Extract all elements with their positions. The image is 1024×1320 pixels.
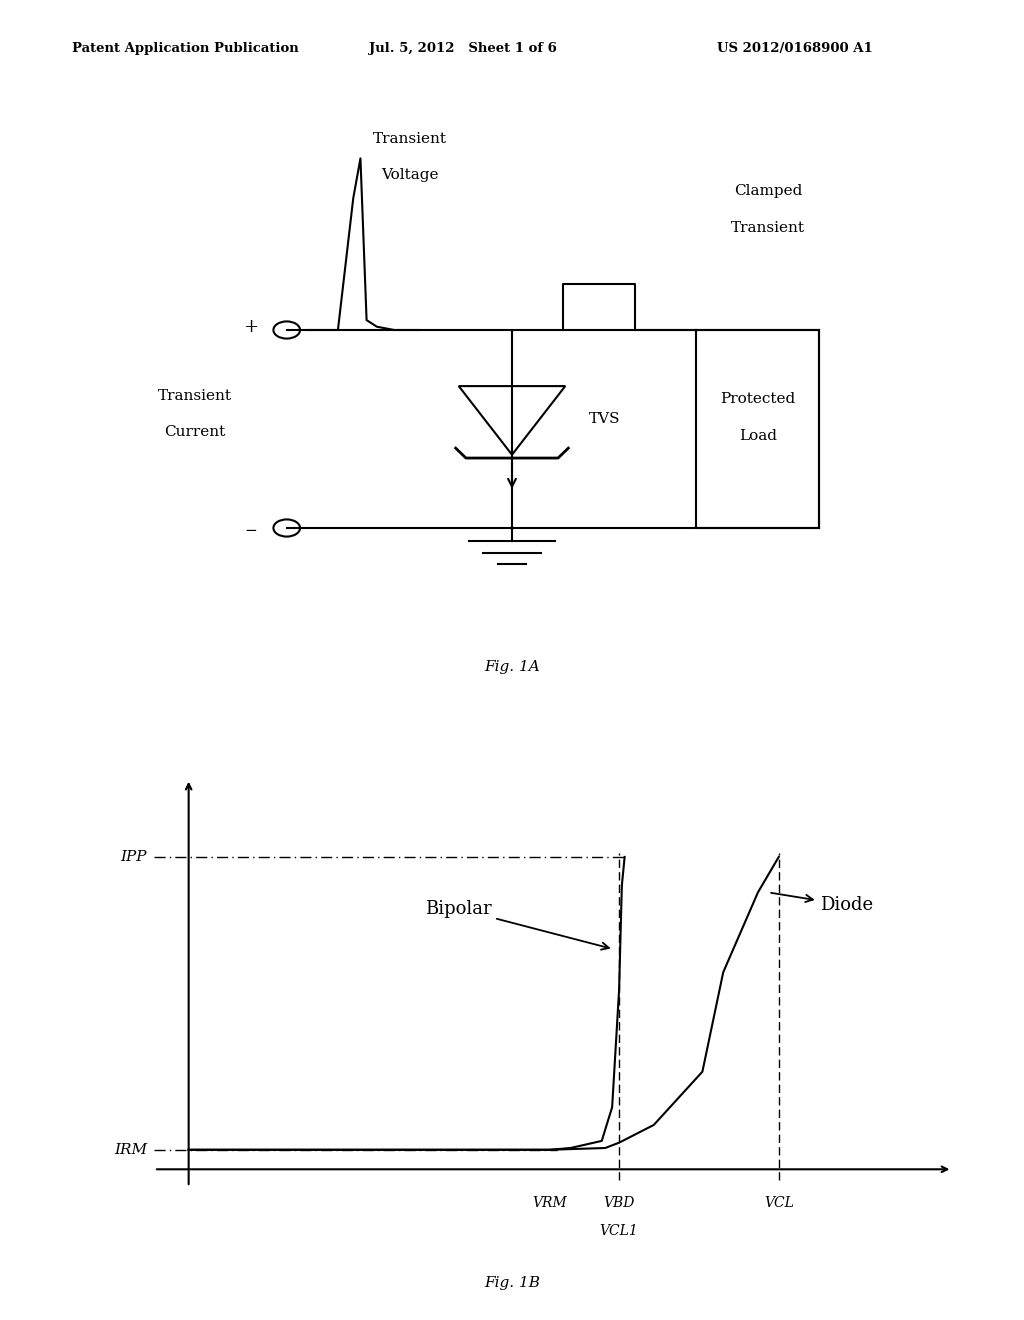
Text: VCL1: VCL1 (600, 1225, 638, 1238)
Text: IPP: IPP (121, 850, 147, 863)
Text: Transient: Transient (731, 220, 805, 235)
Text: Clamped: Clamped (734, 185, 802, 198)
Text: +: + (244, 318, 258, 335)
Text: IRM: IRM (114, 1143, 147, 1156)
Text: Current: Current (164, 425, 225, 440)
Text: Patent Application Publication: Patent Application Publication (72, 42, 298, 55)
Text: Transient: Transient (373, 132, 446, 145)
Text: Protected: Protected (720, 392, 796, 407)
Text: Diode: Diode (771, 892, 873, 915)
Text: Fig. 1B: Fig. 1B (484, 1276, 540, 1290)
Text: −: − (245, 524, 257, 539)
Text: Transient: Transient (158, 389, 231, 403)
Text: US 2012/0168900 A1: US 2012/0168900 A1 (717, 42, 872, 55)
Text: Bipolar: Bipolar (425, 900, 609, 949)
Text: Voltage: Voltage (381, 168, 438, 182)
Text: VBD: VBD (603, 1196, 635, 1210)
Text: Load: Load (738, 429, 777, 442)
Text: Jul. 5, 2012   Sheet 1 of 6: Jul. 5, 2012 Sheet 1 of 6 (369, 42, 556, 55)
Text: TVS: TVS (589, 412, 621, 426)
Text: Fig. 1A: Fig. 1A (484, 660, 540, 673)
Text: VCL: VCL (764, 1196, 794, 1210)
Bar (696, 330, 819, 528)
Text: VRM: VRM (532, 1196, 567, 1210)
